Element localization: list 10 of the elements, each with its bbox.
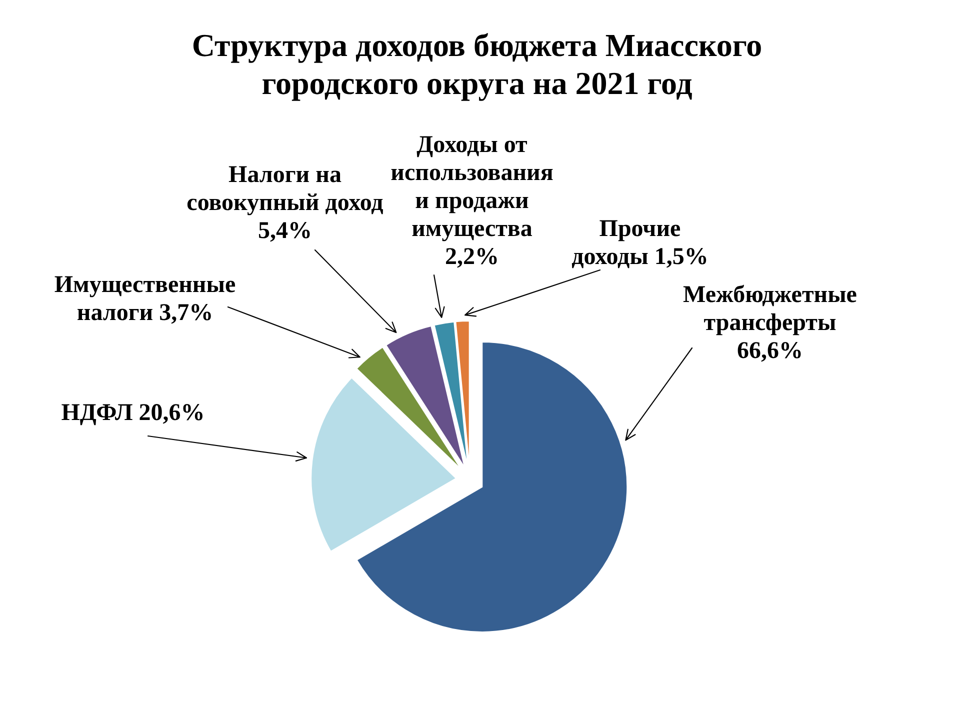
slice-label: Межбюджетные трансферты: [683, 282, 858, 336]
slice-label: НДФЛ 20,6%: [61, 400, 205, 426]
slice-label: Налоги на совокупный доход: [186, 162, 384, 216]
data-label: 5,4%: [258, 218, 312, 244]
slice-label: Имущественные налоги 3,7%: [54, 272, 236, 326]
chart-title: Структура доходов бюджета Миасского городского округа на 2021 год: [192, 27, 762, 101]
slice-label: Доходы от использования и продажи имущества: [390, 132, 554, 242]
slice-label: Прочие доходы 1,5%: [572, 216, 708, 270]
data-label: 66,6%: [737, 338, 803, 364]
data-label: 2,2%: [445, 244, 499, 270]
